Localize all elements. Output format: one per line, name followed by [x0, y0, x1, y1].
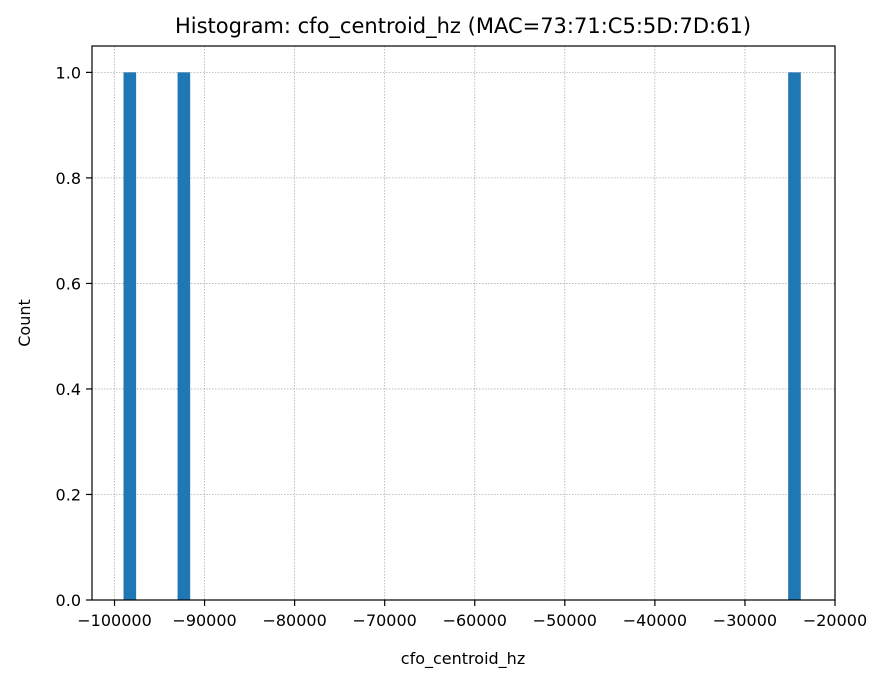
chart-title: Histogram: cfo_centroid_hz (MAC=73:71:C5…	[175, 14, 751, 39]
x-tick-label: −100000	[77, 611, 151, 630]
y-axis: 0.0 0.2 0.4 0.6 0.8 1.0	[56, 63, 92, 610]
x-axis: −100000 −90000 −80000 −70000 −60000 −50000 −40…	[77, 600, 867, 630]
y-axis-label: Count	[15, 299, 34, 347]
histogram-bar	[788, 72, 801, 600]
bars	[123, 72, 801, 600]
y-tick-label: 1.0	[56, 63, 81, 82]
x-tick-label: −70000	[353, 611, 417, 630]
histogram-bar	[177, 72, 191, 600]
x-axis-label: cfo_centroid_hz	[401, 649, 525, 669]
x-tick-label: −60000	[443, 611, 507, 630]
x-tick-label: −20000	[803, 611, 867, 630]
y-tick-label: 0.6	[56, 274, 81, 293]
y-tick-label: 0.4	[56, 380, 81, 399]
y-tick-label: 0.2	[56, 485, 81, 504]
plot-frame	[91, 45, 836, 601]
y-tick-label: 0.8	[56, 169, 81, 188]
grid	[92, 46, 836, 601]
x-tick-label: −30000	[713, 611, 777, 630]
x-tick-label: −80000	[262, 611, 326, 630]
y-tick-label: 0.0	[56, 591, 81, 610]
x-tick-label: −40000	[623, 611, 687, 630]
x-tick-label: −50000	[533, 611, 597, 630]
x-tick-label: −90000	[172, 611, 236, 630]
histogram-bar	[123, 72, 137, 600]
